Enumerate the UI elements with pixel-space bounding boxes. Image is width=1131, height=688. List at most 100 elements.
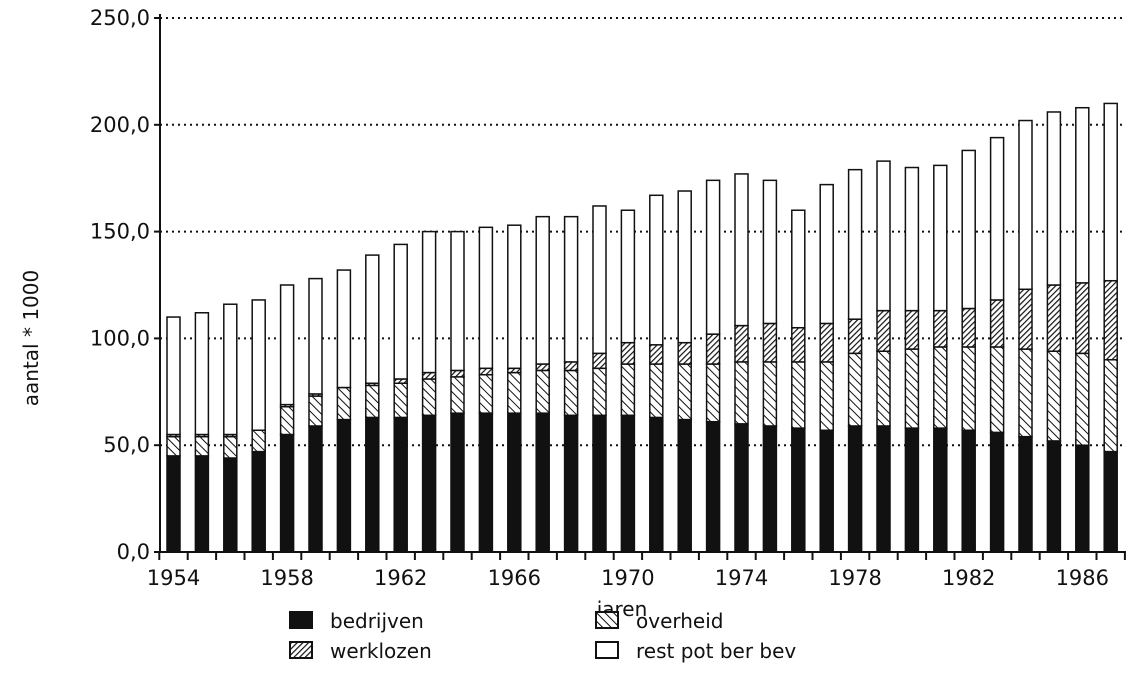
bar-rest-pot-ber-bev-1958 xyxy=(279,284,295,406)
bar-werklozen-1964 xyxy=(450,369,465,378)
bar-overheid-1986 xyxy=(1075,352,1090,446)
bar-bedrijven-1985 xyxy=(1046,440,1062,553)
legend-swatch-rest-pot-ber-bev xyxy=(595,641,619,659)
bar-bedrijven-1980 xyxy=(904,427,920,553)
bar-overheid-1959 xyxy=(308,395,323,427)
bar-werklozen-1979 xyxy=(876,309,891,352)
bar-rest-pot-ber-bev-1975 xyxy=(762,179,778,325)
x-tick-label: 1986 xyxy=(1056,566,1109,590)
y-tick-label: 150,0 xyxy=(90,220,150,244)
bar-werklozen-1982 xyxy=(961,307,976,348)
bar-rest-pot-ber-bev-1978 xyxy=(847,168,863,320)
x-tick-label: 1966 xyxy=(488,566,541,590)
bar-bedrijven-1969 xyxy=(592,414,607,553)
bar-overheid-1966 xyxy=(507,371,522,414)
y-axis-title: aantal * 1000 xyxy=(19,270,43,406)
bar-bedrijven-1957 xyxy=(251,450,266,553)
bar-bedrijven-1958 xyxy=(279,433,295,553)
bar-rest-pot-ber-bev-1954 xyxy=(166,316,181,436)
bar-werklozen-1980 xyxy=(904,309,920,350)
bar-bedrijven-1974 xyxy=(734,423,749,553)
grid-lines xyxy=(160,17,1126,447)
bar-werklozen-1987 xyxy=(1103,279,1118,361)
bar-rest-pot-ber-bev-1968 xyxy=(563,215,579,363)
bar-rest-pot-ber-bev-1971 xyxy=(649,194,664,346)
bar-rest-pot-ber-bev-1979 xyxy=(876,160,891,312)
bar-overheid-1982 xyxy=(961,346,976,431)
bar-werklozen-1969 xyxy=(592,352,607,370)
x-tick-labels: 1954 1958 1962 1966 1970 1974 1978 1982 1986 xyxy=(147,552,1126,590)
bar-werklozen-1965 xyxy=(478,367,494,376)
bar-overheid-1983 xyxy=(989,346,1005,434)
bar-overheid-1960 xyxy=(336,386,352,421)
x-tick-label: 1962 xyxy=(374,566,427,590)
bar-werklozen-1975 xyxy=(762,322,778,363)
y-tick-label: 100,0 xyxy=(90,326,150,350)
bar-overheid-1976 xyxy=(791,361,806,429)
x-tick-label: 1958 xyxy=(260,566,313,590)
bar-werklozen-1974 xyxy=(734,324,749,363)
legend-swatch-bedrijven xyxy=(289,611,313,629)
bar-rest-pot-ber-bev-1966 xyxy=(507,224,522,370)
bar-bedrijven-1975 xyxy=(762,425,778,553)
legend: bedrijven overheid werklozen rest pot ber b… xyxy=(289,609,796,663)
bar-bedrijven-1973 xyxy=(705,420,721,553)
bar-bedrijven-1954 xyxy=(166,455,181,553)
bar-rest-pot-ber-bev-1969 xyxy=(592,205,607,355)
bar-bedrijven-1959 xyxy=(308,425,323,553)
bar-bedrijven-1964 xyxy=(450,412,465,553)
bar-overheid-1958 xyxy=(279,406,295,436)
bar-overheid-1964 xyxy=(450,376,465,414)
bar-overheid-1956 xyxy=(223,435,238,459)
bar-overheid-1969 xyxy=(592,367,607,417)
bar-bedrijven-1955 xyxy=(194,455,210,553)
bar-bedrijven-1983 xyxy=(989,431,1005,553)
bar-rest-pot-ber-bev-1961 xyxy=(365,254,380,385)
bar-bedrijven-1970 xyxy=(620,414,636,553)
bar-rest-pot-ber-bev-1983 xyxy=(989,136,1005,301)
y-tick-label: 200,0 xyxy=(90,113,150,137)
bar-bedrijven-1986 xyxy=(1075,444,1090,553)
bar-werklozen-1986 xyxy=(1075,282,1090,355)
bar-rest-pot-ber-bev-1957 xyxy=(251,299,266,431)
bar-bedrijven-1963 xyxy=(421,414,437,553)
bar-bedrijven-1987 xyxy=(1103,450,1118,553)
bar-overheid-1984 xyxy=(1018,348,1033,438)
bar-bedrijven-1966 xyxy=(507,412,522,553)
bar-rest-pot-ber-bev-1959 xyxy=(308,277,323,395)
bar-werklozen-1973 xyxy=(705,333,721,365)
bar-overheid-1968 xyxy=(563,369,579,417)
bar-bedrijven-1961 xyxy=(365,416,380,553)
bar-rest-pot-ber-bev-1962 xyxy=(393,243,408,380)
bar-rest-pot-ber-bev-1970 xyxy=(620,209,636,344)
bar-overheid-1985 xyxy=(1046,350,1062,442)
bar-rest-pot-ber-bev-1956 xyxy=(223,303,238,436)
bar-overheid-1977 xyxy=(819,361,834,431)
bar-rest-pot-ber-bev-1976 xyxy=(791,209,806,329)
y-tick-label: 0,0 xyxy=(117,540,150,564)
bar-werklozen-1985 xyxy=(1046,284,1062,352)
bar-bedrijven-1972 xyxy=(677,418,692,553)
bar-bedrijven-1981 xyxy=(933,427,948,553)
bar-rest-pot-ber-bev-1987 xyxy=(1103,102,1118,282)
bar-rest-pot-ber-bev-1981 xyxy=(933,164,948,312)
bar-rest-pot-ber-bev-1967 xyxy=(535,215,550,365)
legend-label-overheid: overheid xyxy=(636,609,723,633)
bar-bedrijven-1960 xyxy=(336,418,352,553)
bar-bedrijven-1965 xyxy=(478,412,494,553)
bar-bedrijven-1979 xyxy=(876,425,891,553)
legend-swatch-werklozen xyxy=(289,641,313,659)
bar-rest-pot-ber-bev-1972 xyxy=(677,190,692,344)
bar-bedrijven-1976 xyxy=(791,427,806,553)
bar-werklozen-1984 xyxy=(1018,288,1033,350)
bar-werklozen-1976 xyxy=(791,326,806,363)
y-tick-label: 250,0 xyxy=(90,6,150,30)
bar-bedrijven-1977 xyxy=(819,429,834,553)
bar-werklozen-1971 xyxy=(649,344,664,365)
bar-werklozen-1963 xyxy=(421,371,437,380)
bar-rest-pot-ber-bev-1964 xyxy=(450,230,465,372)
bar-overheid-1970 xyxy=(620,363,636,417)
bar-overheid-1965 xyxy=(478,373,494,414)
